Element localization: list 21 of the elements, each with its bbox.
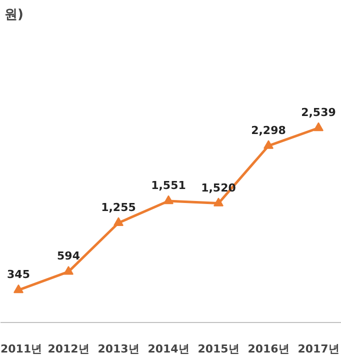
data-label: 594 xyxy=(57,250,80,263)
x-tick-label: 2015년 xyxy=(198,342,240,356)
x-tick-label: 2011년 xyxy=(0,342,42,356)
point xyxy=(114,217,124,226)
x-tick-label: 2016년 xyxy=(248,342,290,356)
point xyxy=(164,195,174,204)
point xyxy=(214,198,224,206)
data-label: 1,255 xyxy=(101,200,136,214)
point xyxy=(64,266,74,275)
data-label: 345 xyxy=(7,268,30,282)
point xyxy=(314,122,324,132)
data-label: 2,539 xyxy=(301,106,336,119)
point xyxy=(14,284,24,294)
point xyxy=(264,140,274,149)
data-label: 1,551 xyxy=(151,178,186,192)
x-tick-label: 2017년 xyxy=(298,342,340,356)
data-label: 2,298 xyxy=(251,124,286,137)
x-tick-label: 2013년 xyxy=(98,342,140,356)
chart-title: 원) xyxy=(4,8,24,22)
x-tick-label: 2014년 xyxy=(148,342,190,356)
x-tick-label: 2012년 xyxy=(48,342,90,356)
